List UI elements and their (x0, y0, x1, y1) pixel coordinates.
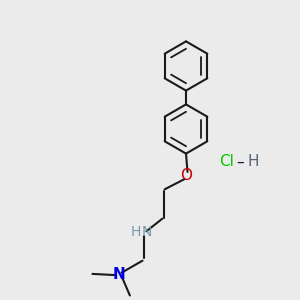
Text: –: – (236, 154, 244, 169)
Text: H: H (248, 154, 259, 169)
Text: O: O (180, 168, 192, 183)
Text: N: N (142, 226, 152, 239)
Text: H: H (130, 226, 141, 239)
Text: Cl: Cl (219, 154, 234, 169)
Text: N: N (112, 267, 125, 282)
